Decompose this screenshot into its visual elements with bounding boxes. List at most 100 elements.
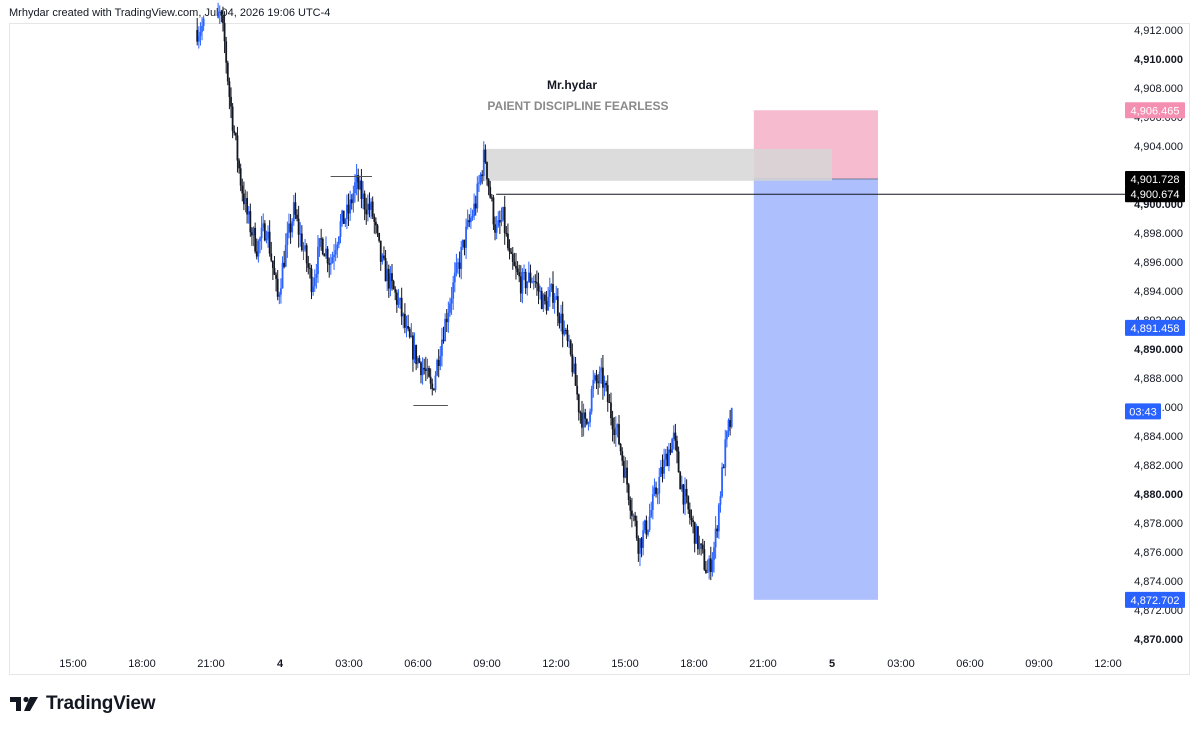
- candle: [265, 230, 268, 244]
- candle: [602, 355, 604, 400]
- candle: [461, 239, 464, 250]
- x-tick-label: 06:00: [956, 658, 984, 670]
- candle: [371, 196, 374, 220]
- candle: [680, 475, 683, 492]
- candle: [508, 239, 511, 260]
- candle: [664, 448, 667, 467]
- candle: [730, 407, 733, 429]
- candle: [603, 375, 606, 397]
- candle: [381, 253, 384, 265]
- candle: [676, 435, 678, 464]
- candle: [606, 375, 609, 412]
- candle: [717, 503, 720, 539]
- x-tick-label: 09:00: [473, 658, 501, 670]
- x-tick-label: 4: [277, 658, 284, 670]
- candle: [569, 339, 572, 357]
- candle: [291, 218, 294, 238]
- candle: [362, 181, 364, 210]
- tradingview-brand[interactable]: TradingView: [10, 692, 156, 716]
- candle: [436, 358, 438, 377]
- candle: [701, 538, 704, 554]
- candle: [706, 559, 709, 574]
- candle: [254, 222, 257, 254]
- price-badge-label: 4,901.728: [1131, 174, 1180, 186]
- candle: [286, 221, 289, 258]
- candle: [658, 468, 661, 505]
- y-tick-label: 4,890.000: [1134, 344, 1183, 356]
- y-tick-label: 4,898.000: [1134, 228, 1183, 240]
- take-profit-zone[interactable]: [753, 178, 878, 600]
- candle: [711, 552, 714, 577]
- candle: [486, 161, 488, 186]
- candle: [331, 251, 334, 264]
- candle: [271, 260, 274, 280]
- candle: [584, 408, 587, 428]
- y-tick-label: 4,904.000: [1134, 141, 1183, 153]
- candle: [632, 513, 635, 522]
- candle: [548, 277, 551, 307]
- candle: [610, 392, 612, 426]
- candle: [432, 388, 435, 391]
- candle: [317, 235, 319, 283]
- candle: [708, 555, 711, 580]
- candle: [452, 275, 455, 310]
- candle: [309, 263, 311, 279]
- price-badge: 03:43: [1125, 403, 1161, 420]
- candle: [415, 344, 418, 371]
- x-tick-label: 03:00: [335, 658, 363, 670]
- candle: [564, 327, 567, 335]
- candle: [669, 442, 672, 456]
- candle: [481, 170, 484, 185]
- candle: [363, 190, 366, 221]
- candle: [677, 446, 680, 473]
- price-badge: 4,891.458: [1125, 319, 1185, 336]
- candle: [455, 253, 458, 277]
- candle: [563, 320, 566, 337]
- candle: [217, 2, 220, 19]
- candle: [196, 17, 199, 46]
- candle: [497, 211, 500, 228]
- candle: [719, 491, 722, 513]
- candle: [457, 258, 459, 275]
- candle: [536, 270, 538, 296]
- overlay-title: Mr.hydar: [547, 78, 597, 92]
- candle: [672, 425, 675, 450]
- candle: [643, 519, 646, 534]
- candle: [692, 515, 694, 534]
- candle: [540, 287, 543, 310]
- candle: [725, 430, 728, 448]
- candle: [410, 323, 413, 338]
- candle: [574, 356, 577, 386]
- candle: [622, 455, 625, 483]
- x-axis: 15:00 18:00 21:00 4 03:00 06:00 09:00 12:00 15:0…: [59, 658, 1122, 670]
- candle: [698, 535, 701, 555]
- candle: [397, 289, 400, 308]
- price-badge: 4,900.674: [1125, 186, 1185, 203]
- candle: [568, 334, 571, 349]
- candle: [400, 287, 403, 325]
- candle: [518, 264, 521, 283]
- chart-zones: [484, 110, 878, 600]
- candle: [202, 15, 205, 31]
- candle: [537, 272, 540, 305]
- candle: [473, 193, 476, 221]
- candle: [263, 220, 266, 242]
- x-tick-label: 12:00: [1094, 658, 1122, 670]
- candle: [241, 178, 244, 202]
- candle: [605, 380, 608, 392]
- candle: [618, 415, 620, 446]
- candle: [336, 241, 339, 258]
- candle: [402, 312, 405, 329]
- y-tick-label: 4,888.000: [1134, 373, 1183, 385]
- candle: [547, 286, 550, 311]
- candle: [310, 264, 313, 300]
- tradingview-wordmark: TradingView: [46, 693, 156, 714]
- y-tick-label: 4,872.000: [1134, 605, 1183, 617]
- candle: [642, 521, 645, 556]
- supply-zone[interactable]: [484, 148, 832, 181]
- candle: [355, 163, 358, 196]
- candle: [523, 264, 525, 281]
- candle: [582, 403, 585, 437]
- candle: [527, 261, 530, 283]
